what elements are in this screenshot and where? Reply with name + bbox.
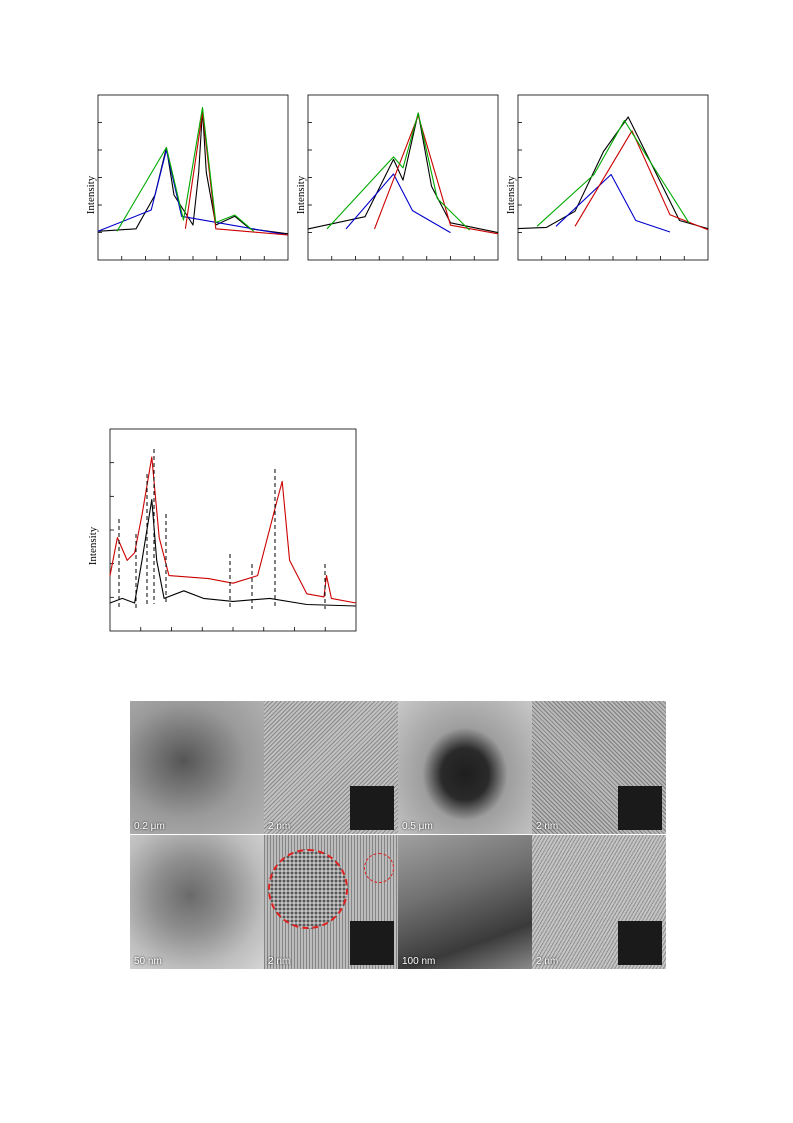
fft-inset-3 <box>350 921 394 965</box>
chart-2-ylabel: Intensity <box>295 175 307 214</box>
series-line-2 <box>109 499 357 607</box>
reference-lines <box>118 449 326 609</box>
scale-label-5: 50 nm <box>134 956 162 967</box>
chart-1: Intensity <box>85 94 289 261</box>
tem-image-4: 2 nm <box>532 701 666 834</box>
fft-inset-4 <box>618 921 662 965</box>
series-line-1 <box>517 116 709 230</box>
scale-label-2: 2 nm <box>268 821 291 832</box>
fft-inset-1 <box>350 786 394 830</box>
chart-3-ylabel: Intensity <box>505 175 517 214</box>
series-line-3 <box>574 130 709 231</box>
tem-image-8: 2 nm <box>532 835 666 969</box>
zoom-circle-small <box>364 853 394 883</box>
series-line-4 <box>536 119 690 227</box>
series-line-2 <box>345 173 451 234</box>
tem-image-3: 0.5 μm <box>398 701 532 834</box>
series-line-2 <box>555 173 671 233</box>
series-line-1 <box>307 112 499 234</box>
tem-image-2: 2 nm <box>264 701 398 834</box>
chart-1-ylabel: Intensity <box>85 175 97 214</box>
series-line-4 <box>116 106 255 232</box>
series-line-3 <box>373 114 499 235</box>
scale-label-1: 0.2 μm <box>134 821 165 832</box>
chart-4-ylabel: Intensity <box>87 526 99 565</box>
fft-inset-2 <box>618 786 662 830</box>
series-line-4 <box>326 112 470 231</box>
scale-label-6: 2 nm <box>268 956 291 967</box>
chart-3: Intensity <box>505 94 709 261</box>
scale-label-7: 100 nm <box>402 956 436 967</box>
scale-label-3: 0.5 μm <box>402 821 433 832</box>
zoom-circle <box>268 849 348 929</box>
scale-label-8: 2 nm <box>536 956 559 967</box>
chart-2: Intensity <box>295 94 499 261</box>
tem-image-7: 100 nm <box>398 835 532 969</box>
chart-2-frame <box>307 94 499 261</box>
tem-grid: 0.2 μm 2 nm 0.5 μm 2 nm 50 nm 2 nm 100 n… <box>130 701 666 969</box>
series-line-3 <box>184 111 289 236</box>
scale-label-4: 2 nm <box>536 821 559 832</box>
tem-image-6: 2 nm <box>264 835 398 969</box>
tem-image-1: 0.2 μm <box>130 701 264 834</box>
chart-4: Intensity <box>87 428 357 632</box>
tem-image-5: 50 nm <box>130 835 264 969</box>
series-line-1 <box>109 456 357 604</box>
